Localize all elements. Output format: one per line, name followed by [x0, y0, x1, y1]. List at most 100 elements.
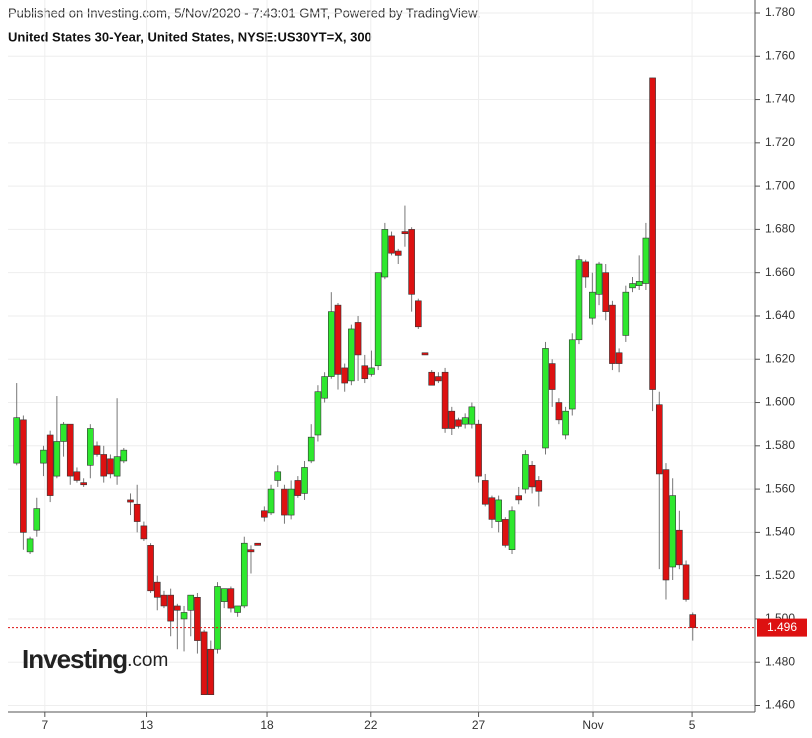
y-tick-label: 1.600	[765, 395, 795, 409]
candle-body	[113, 456, 121, 477]
candle-body	[428, 371, 436, 386]
candle-body	[160, 594, 168, 607]
candle-body	[120, 449, 128, 462]
candle-body	[408, 229, 415, 295]
candle-body	[508, 510, 516, 550]
candle-body	[495, 499, 502, 522]
candle-body	[40, 449, 47, 464]
y-tick-label: 1.780	[765, 5, 795, 19]
candle-body	[194, 597, 201, 641]
logo-suffix: .com	[127, 650, 168, 671]
candle-body	[649, 77, 656, 390]
candle-body	[689, 614, 697, 628]
candle-body	[655, 404, 663, 475]
logo: Investing.com	[22, 644, 168, 674]
candle-body	[475, 423, 482, 477]
candle-body	[388, 235, 395, 254]
candle-body	[629, 283, 636, 289]
candle-body	[26, 538, 34, 553]
candle-body	[281, 488, 288, 516]
y-tick-label: 1.560	[765, 481, 795, 495]
logo-brand: Investing	[22, 644, 127, 674]
candle-body	[622, 291, 630, 336]
y-tick-label: 1.740	[765, 92, 795, 106]
candle-body	[589, 291, 596, 319]
candle-body	[214, 586, 221, 650]
candle-body	[33, 508, 41, 531]
candle-body	[522, 454, 529, 490]
candle-body	[247, 549, 255, 553]
candle-body	[488, 497, 496, 520]
y-tick-label: 1.580	[765, 438, 795, 452]
x-tick-label: 13	[140, 718, 154, 732]
candle-body	[542, 348, 549, 449]
candle-body	[234, 605, 241, 613]
candle-body	[361, 365, 369, 380]
x-tick-label: 5	[689, 718, 696, 732]
candle-body	[254, 542, 261, 546]
candle-body	[575, 259, 583, 341]
candle-body	[140, 525, 148, 540]
candle-body	[368, 367, 375, 375]
candle-body	[13, 417, 21, 464]
candle-body	[354, 322, 362, 356]
candle-body	[582, 261, 589, 278]
candle-body	[133, 503, 141, 522]
candle-body	[73, 471, 81, 481]
candle-body	[200, 631, 208, 695]
candle-body	[421, 352, 429, 356]
y-tick-label: 1.640	[765, 308, 795, 322]
candle-body	[341, 367, 348, 384]
x-tick-label: 18	[260, 718, 274, 732]
candle-body	[167, 594, 174, 622]
y-tick-label: 1.620	[765, 351, 795, 365]
candle-body	[455, 419, 462, 427]
y-tick-label: 1.660	[765, 265, 795, 279]
y-tick-label: 1.460	[765, 698, 795, 712]
candle-body	[93, 445, 101, 455]
x-tick-label: Nov	[582, 718, 603, 732]
y-tick-label: 1.520	[765, 568, 795, 582]
candle-body	[415, 300, 422, 328]
y-tick-label: 1.480	[765, 654, 795, 668]
candle-body	[267, 488, 275, 514]
candle-body	[321, 376, 328, 399]
candle-body	[287, 488, 295, 516]
candle-body	[174, 605, 181, 611]
candle-body	[461, 417, 469, 425]
candle-body	[307, 436, 315, 462]
candle-body	[374, 272, 382, 367]
candle-body	[46, 434, 54, 496]
candle-body	[555, 402, 563, 421]
candle-body	[481, 480, 489, 505]
candle-body	[502, 519, 509, 546]
candle-body	[20, 419, 27, 533]
candle-body	[294, 480, 302, 496]
candle-body	[528, 464, 536, 488]
candle-body	[662, 469, 670, 581]
candle-body	[274, 471, 282, 481]
candle-body	[676, 529, 683, 566]
candle-body	[635, 281, 643, 286]
candle-body	[448, 410, 456, 429]
candle-body	[568, 339, 576, 410]
candle-body	[53, 441, 61, 477]
chart-title: United States 30-Year, United States, NY…	[8, 29, 372, 44]
x-tick-label: 22	[364, 718, 378, 732]
candle-body	[348, 328, 355, 382]
candle-body	[187, 594, 195, 611]
candle-body	[220, 588, 228, 602]
candle-body	[682, 564, 690, 600]
x-tick-label: 27	[472, 718, 486, 732]
candle-body	[147, 545, 154, 592]
y-tick-label: 1.720	[765, 135, 795, 149]
candle-body	[334, 304, 342, 375]
y-tick-label: 1.700	[765, 178, 795, 192]
candle-body	[127, 499, 134, 503]
candle-body	[642, 237, 650, 284]
y-tick-label: 1.680	[765, 222, 795, 236]
candle-body	[535, 480, 543, 492]
candle-body	[435, 376, 442, 382]
